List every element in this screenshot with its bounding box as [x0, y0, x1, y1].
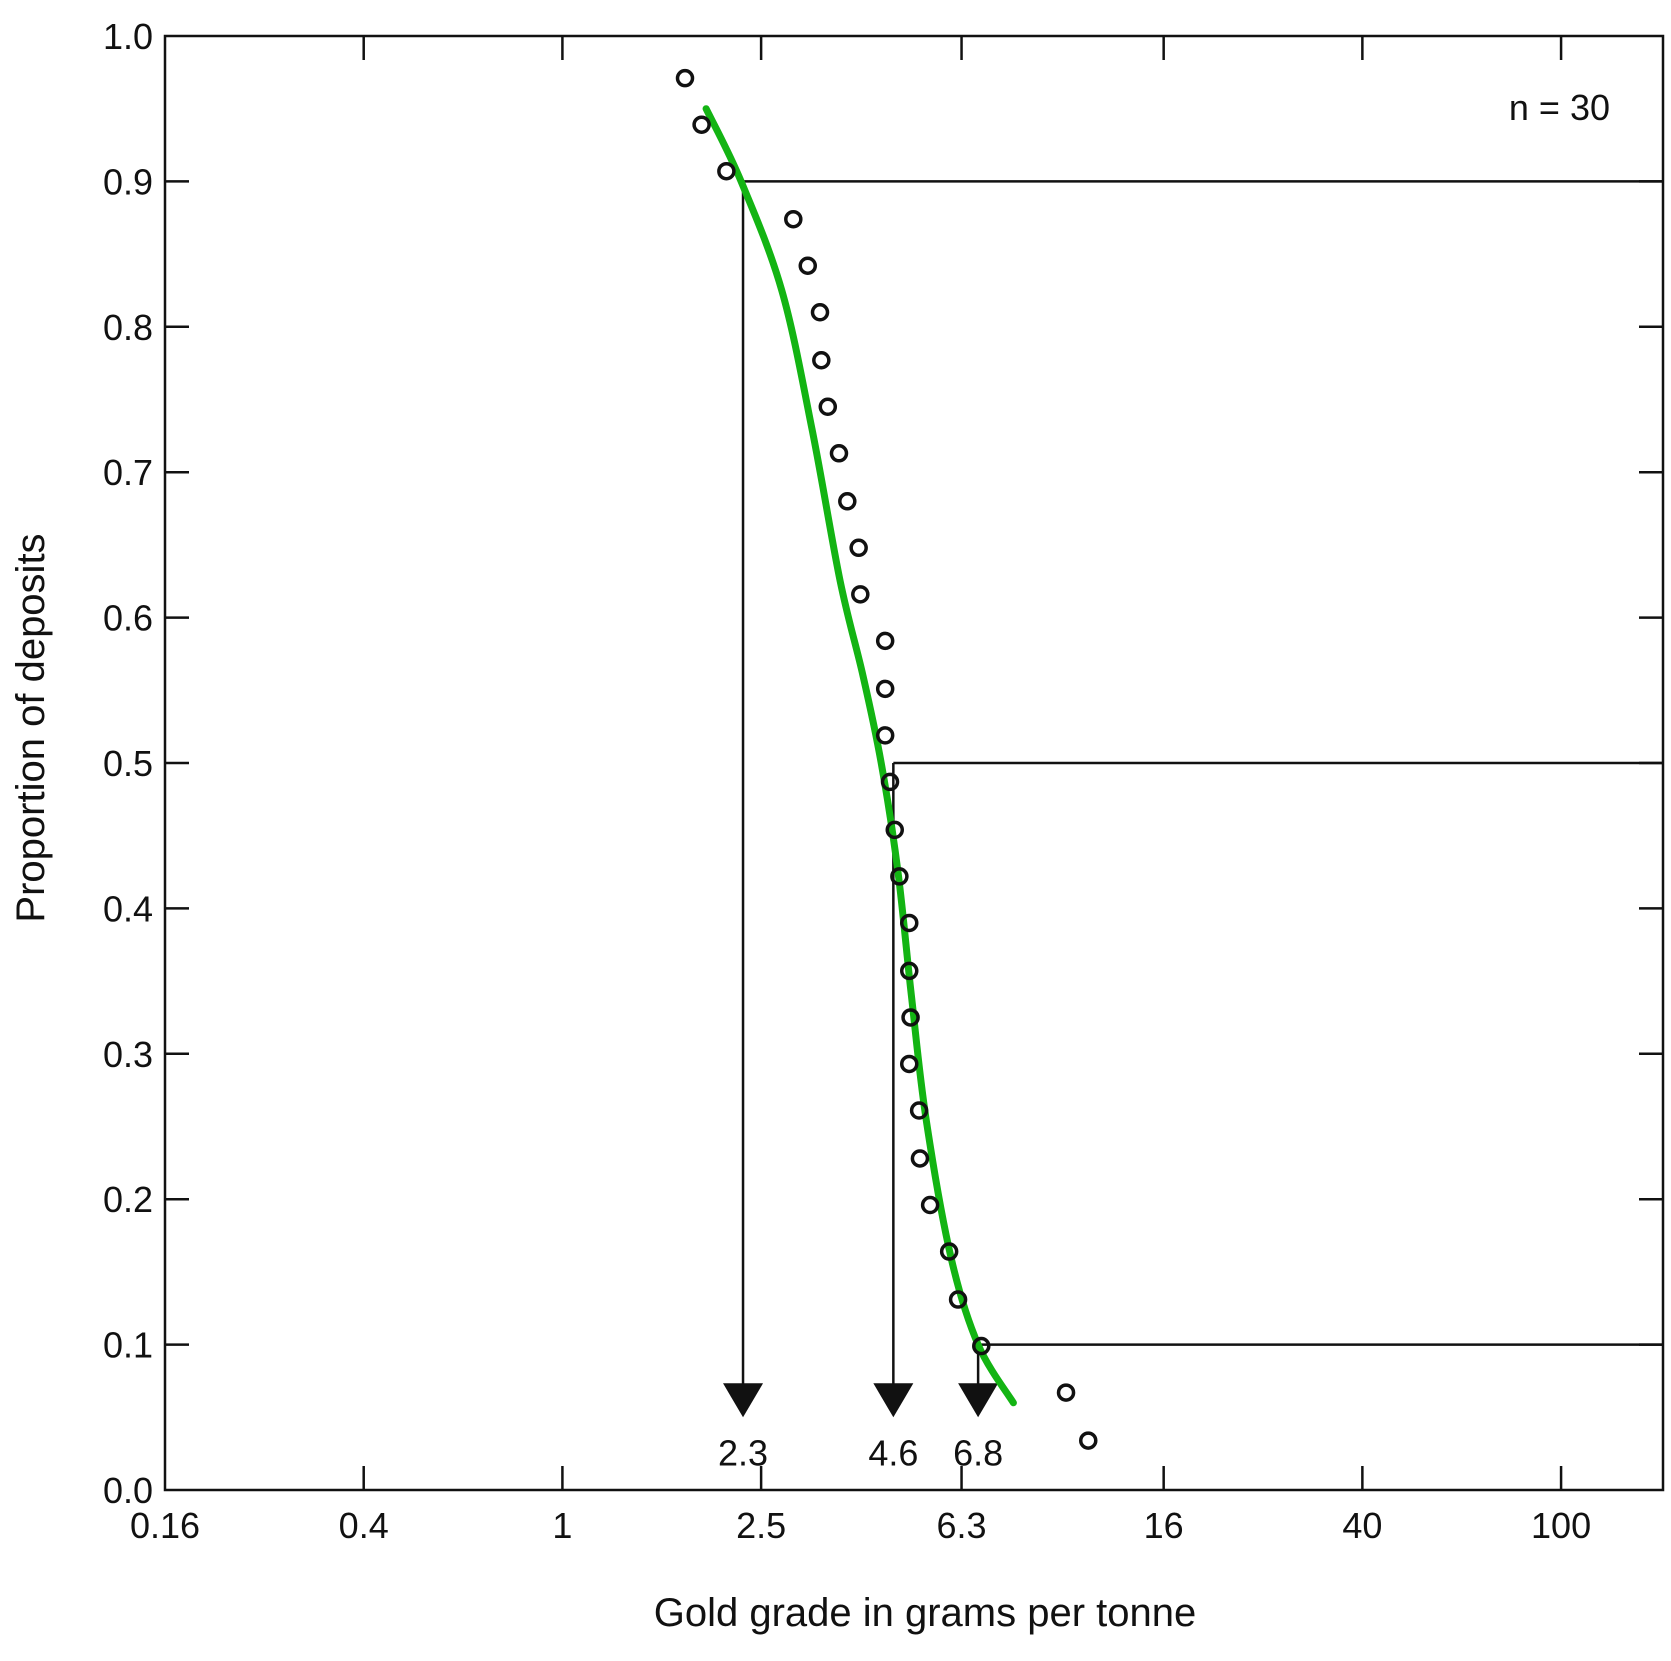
data-point	[849, 538, 868, 558]
y-tick-label: 0.2	[103, 1179, 153, 1220]
data-point	[812, 350, 831, 370]
down-arrow-head	[873, 1383, 914, 1418]
y-tick-label: 0.7	[103, 452, 153, 493]
data-point	[890, 867, 909, 886]
x-tick-label: 40	[1342, 1505, 1382, 1546]
y-tick-label: 0.6	[103, 598, 153, 639]
data-point	[875, 726, 895, 745]
y-tick-label: 0.5	[103, 743, 153, 784]
data-point	[972, 1336, 991, 1356]
y-tick-label: 0.1	[103, 1325, 153, 1366]
down-arrow-head	[723, 1383, 764, 1418]
sample-size-label: n = 30	[1509, 87, 1610, 128]
data-point	[875, 631, 895, 651]
data-point	[838, 492, 857, 511]
data-point	[1078, 1431, 1098, 1450]
data-point	[920, 1195, 940, 1215]
data-point	[910, 1149, 930, 1168]
x-tick-label: 2.5	[736, 1505, 786, 1546]
data-point	[818, 397, 838, 417]
data-point	[1056, 1383, 1076, 1402]
y-tick-label: 0.0	[103, 1470, 153, 1511]
x-tick-label: 1	[552, 1505, 572, 1546]
y-axis-title: Proportion of deposits	[9, 533, 53, 922]
y-tick-label: 0.9	[103, 161, 153, 202]
percentile-reference-lines: 2.3 4.6 6.8	[718, 180, 1663, 1473]
data-point	[829, 444, 849, 463]
data-point	[899, 1054, 919, 1074]
percentile-value-label: 2.3	[718, 1432, 768, 1473]
data-point	[899, 961, 919, 981]
data-point	[784, 209, 803, 229]
y-tick-label: 0.8	[103, 307, 153, 348]
y-tick-label: 0.3	[103, 1034, 153, 1075]
percentile-value-label: 4.6	[868, 1432, 918, 1473]
data-point	[948, 1290, 968, 1309]
data-point	[810, 303, 830, 322]
x-tick-label: 100	[1531, 1505, 1591, 1546]
data-point	[851, 585, 870, 604]
x-axis-title: Gold grade in grams per tonne	[654, 1591, 1197, 1635]
data-point	[909, 1101, 929, 1120]
x-tick-label: 16	[1144, 1505, 1184, 1546]
data-point	[899, 913, 919, 933]
percentile-value-label: 6.8	[953, 1432, 1003, 1473]
data-point	[717, 161, 736, 181]
data-point	[798, 256, 818, 275]
data-point	[880, 772, 900, 792]
data-point	[692, 115, 711, 134]
data-point	[885, 820, 905, 840]
x-tick-label: 6.3	[937, 1505, 987, 1546]
fitted-curve	[702, 105, 1017, 1407]
y-tick-label: 0.4	[103, 888, 153, 929]
data-point	[875, 679, 895, 699]
data-point	[901, 1008, 920, 1027]
data-point	[939, 1242, 959, 1261]
tick-labels-layer: 0.16 0.4 1 2.5 6.3 16 40 100 0.0 0.1 0.2 0.3 0.4 0.5 0…	[103, 16, 1591, 1546]
x-tick-label: 0.16	[130, 1505, 200, 1546]
data-points-layer	[675, 68, 1098, 1450]
x-tick-label: 0.4	[339, 1505, 389, 1546]
fitted-curve-layer	[702, 105, 1017, 1407]
down-arrow-head	[958, 1383, 999, 1418]
y-tick-label: 1.0	[103, 16, 153, 57]
data-point	[675, 68, 695, 88]
